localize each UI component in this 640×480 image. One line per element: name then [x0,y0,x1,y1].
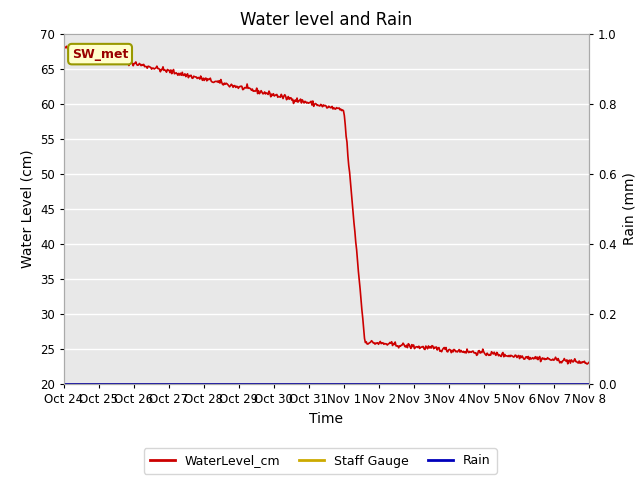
Line: WaterLevel_cm: WaterLevel_cm [64,46,589,364]
WaterLevel_cm [583,361,591,367]
WaterLevel_cm [60,44,68,50]
Title: Water level and Rain: Water level and Rain [240,11,413,29]
Legend: WaterLevel_cm, Staff Gauge, Rain: WaterLevel_cm, Staff Gauge, Rain [143,448,497,474]
WaterLevel_cm [298,97,306,103]
WaterLevel_cm [371,340,378,346]
X-axis label: Time: Time [309,411,344,426]
Y-axis label: Rain (mm): Rain (mm) [622,172,636,245]
WaterLevel_cm [585,360,593,365]
WaterLevel_cm [456,349,464,355]
WaterLevel_cm [154,66,161,72]
Text: SW_met: SW_met [72,48,128,60]
Y-axis label: Water Level (cm): Water Level (cm) [20,149,35,268]
WaterLevel_cm [63,43,70,49]
WaterLevel_cm [412,345,419,350]
WaterLevel_cm [196,76,204,82]
